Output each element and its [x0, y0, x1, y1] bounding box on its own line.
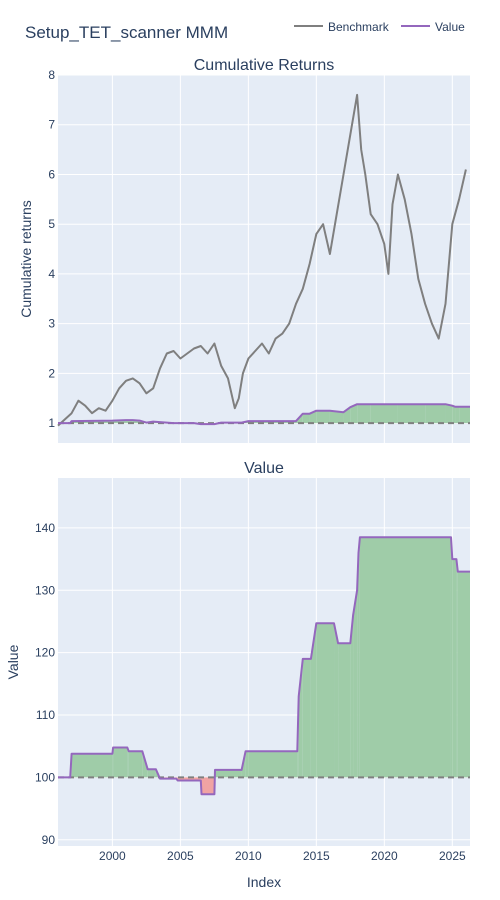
- xlabel-index: Index: [247, 874, 281, 890]
- gain-fill-segment: [357, 552, 359, 778]
- y-tick-label: 8: [48, 68, 55, 82]
- chart-title: Setup_TET_scanner MMM: [25, 23, 228, 42]
- gain-fill-segment: [302, 413, 310, 424]
- y-tick-label: 4: [48, 267, 55, 281]
- gain-fill-segment: [350, 615, 354, 778]
- gain-fill-segment: [358, 537, 360, 778]
- gain-fill-segment: [457, 571, 470, 778]
- gain-fill-segment: [127, 747, 129, 778]
- gain-fill-segment: [459, 406, 470, 424]
- y-tick-label: 110: [36, 708, 55, 722]
- legend-item-value[interactable]: Value: [401, 20, 465, 34]
- lines-value: [58, 536, 470, 796]
- gain-fill-segment: [350, 404, 358, 424]
- series-line-benchmark: [57, 93, 467, 427]
- yticks-cumulative: 1 2 3 4 5 6 7 8: [48, 68, 55, 430]
- gain-fill-segment: [397, 404, 426, 424]
- y-tick-label: 6: [48, 167, 55, 181]
- gain-fill-segment: [456, 559, 458, 778]
- legend-item-benchmark[interactable]: Benchmark: [294, 20, 390, 34]
- x-tick-label: 2010: [235, 849, 262, 863]
- y-tick-label: 100: [35, 770, 55, 784]
- gain-fill-segment: [452, 405, 456, 424]
- gain-fill-segment: [359, 537, 451, 778]
- ylabel-value: Value: [5, 644, 21, 679]
- loss-fill-segment: [201, 777, 215, 795]
- legend-label-value: Value: [435, 20, 465, 34]
- gain-fill-segment: [113, 747, 128, 778]
- ylabel-cumulative: Cumulative returns: [18, 200, 34, 318]
- gain-fill-segment: [248, 751, 298, 778]
- lines-cumulative: [57, 93, 470, 427]
- y-tick-label: 140: [35, 521, 55, 535]
- gain-fill-segment: [302, 658, 311, 778]
- y-tick-label: 2: [48, 366, 55, 380]
- gain-fill-segment: [112, 747, 114, 778]
- x-tick-label: 2015: [303, 849, 330, 863]
- gain-fill-segment: [71, 753, 113, 778]
- x-tick-label: 2025: [439, 849, 466, 863]
- y-tick-label: 7: [48, 118, 55, 132]
- gain-fill-segment: [334, 623, 339, 778]
- gain-fill-segment: [450, 537, 453, 778]
- y-tick-label: 5: [48, 217, 55, 231]
- gain-fill-segment: [316, 410, 330, 424]
- ticks-value: 90 100 110 120 130 140 2000 2005 2010 2015 2020 202…: [35, 521, 466, 863]
- gain-fill-segment: [338, 643, 351, 778]
- y-tick-label: 90: [42, 833, 56, 847]
- gain-fill-segment: [353, 590, 358, 778]
- gain-fill-segment: [215, 769, 242, 778]
- series-line-value: [58, 403, 470, 426]
- subplot-title-cumulative: Cumulative Returns: [194, 57, 335, 74]
- gain-fill-segment: [357, 404, 371, 424]
- legend-label-benchmark: Benchmark: [328, 20, 390, 34]
- gain-fill-segment: [147, 769, 156, 778]
- gain-fill-segment: [370, 404, 398, 424]
- gain-fill-segment: [245, 751, 249, 778]
- plot-area-cumulative: [58, 75, 470, 443]
- gain-fill-segment: [329, 410, 344, 424]
- gain-fill-segment: [310, 623, 317, 778]
- gain-fill-segment: [445, 404, 453, 424]
- subplot-title-value: Value: [244, 460, 284, 477]
- series-line-value: [58, 536, 470, 796]
- gain-fill-segment: [316, 623, 335, 778]
- gain-fill-segment: [455, 406, 460, 424]
- fill-value: [70, 537, 470, 795]
- y-tick-label: 130: [35, 583, 55, 597]
- gain-fill-segment: [452, 559, 457, 778]
- gain-fill-segment: [425, 404, 446, 424]
- y-tick-label: 120: [35, 646, 55, 660]
- x-tick-label: 2000: [99, 849, 126, 863]
- legend: Benchmark Value: [294, 20, 465, 34]
- x-tick-label: 2005: [167, 849, 194, 863]
- y-tick-label: 3: [48, 317, 55, 331]
- y-tick-label: 1: [48, 416, 55, 430]
- gain-fill-segment: [128, 751, 143, 778]
- x-tick-label: 2020: [371, 849, 398, 863]
